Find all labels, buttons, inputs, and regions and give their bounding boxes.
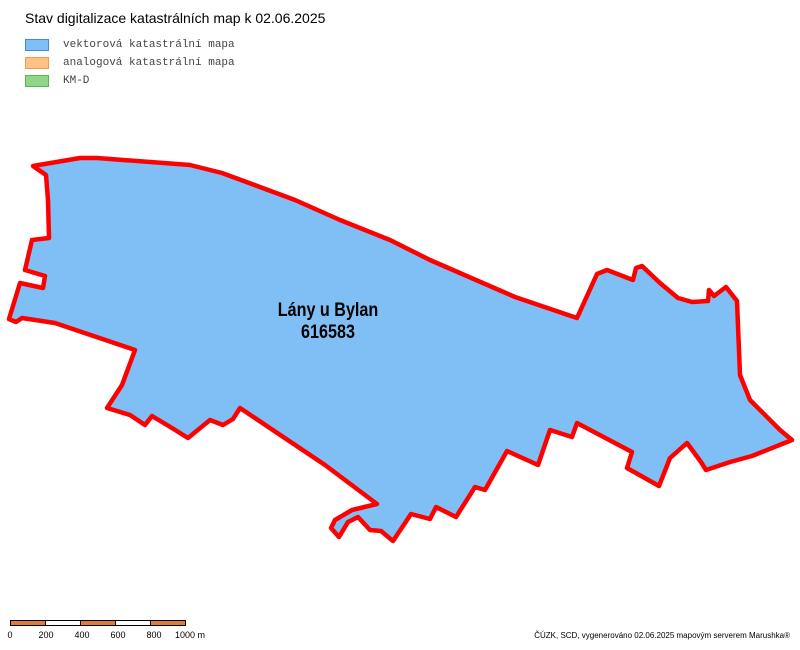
legend-label-vector: vektorová katastrální mapa (63, 39, 235, 51)
scale-tick-label: 600 (110, 630, 126, 640)
legend-swatch-vector (25, 39, 49, 51)
legend-item-analog: analogová katastrální mapa (25, 54, 235, 72)
legend-item-kmd: KM-D (25, 72, 235, 90)
scale-segment (46, 620, 81, 626)
scale-tick-label: 0 (7, 630, 13, 640)
scale-tick-label: 200 (38, 630, 54, 640)
parcel-label: Lány u Bylan 616583 (269, 300, 388, 344)
legend: vektorová katastrální mapa analogová kat… (25, 36, 235, 90)
legend-label-kmd: KM-D (63, 75, 90, 87)
scale-segment (116, 620, 151, 626)
scale-segment (10, 620, 46, 626)
scale-segments (10, 620, 186, 626)
scale-segment (151, 620, 186, 626)
scale-tick-label: 800 (146, 630, 162, 640)
scale-tick-label: 400 (74, 630, 90, 640)
legend-label-analog: analogová katastrální mapa (63, 57, 235, 69)
scale-labels: 0 200 400 600 800 1000 m (7, 630, 205, 644)
map-credit: ČÚZK, SCD, vygenerováno 02.06.2025 mapov… (534, 631, 790, 640)
scale-tick-label: 1000 m (174, 630, 206, 640)
legend-swatch-kmd (25, 75, 49, 87)
map-title: Stav digitalizace katastrálních map k 02… (25, 10, 326, 26)
legend-swatch-analog (25, 57, 49, 69)
scale-segment (81, 620, 116, 626)
legend-item-vector: vektorová katastrální mapa (25, 36, 235, 54)
parcel-code: 616583 (301, 322, 355, 343)
scale-bar: 0 200 400 600 800 1000 m (7, 620, 205, 644)
parcel-polygon[interactable] (6, 155, 795, 544)
parcel-name: Lány u Bylan (277, 300, 379, 321)
